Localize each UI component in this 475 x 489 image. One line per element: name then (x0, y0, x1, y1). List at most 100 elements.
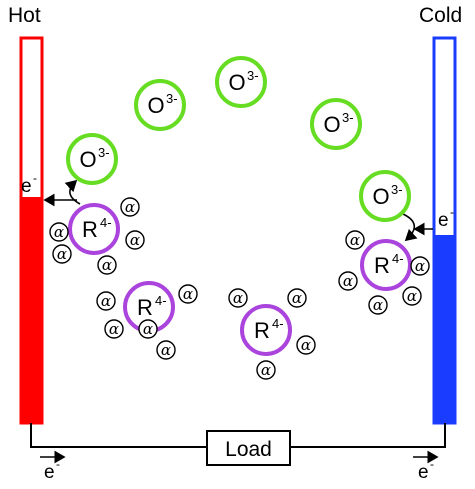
ligand-9: α (156, 340, 176, 360)
oxidized-ion-3: O 3- (215, 56, 267, 108)
ligand-9-symbol: α (161, 341, 171, 359)
electron-label-bottom-right: e - (418, 457, 434, 483)
svg-text:-: - (56, 457, 60, 471)
ligand-16-ring (338, 271, 358, 291)
hot-label: Hot (8, 4, 41, 27)
ligand-12-symbol: α (292, 289, 302, 307)
ligand-3-ring (49, 222, 69, 242)
oxidized-ion-3-charge: 3- (247, 68, 259, 83)
cold-electrode-fill (434, 235, 455, 423)
ligand-5-symbol: α (102, 256, 112, 274)
ligand-15-symbol: α (350, 231, 360, 249)
load-label: Load (225, 438, 272, 461)
ligand-5: α (97, 255, 117, 275)
ligand-18: α (402, 286, 422, 306)
oxidized-ion-2-symbol: O (147, 93, 164, 118)
hot-electrode-fill (21, 197, 42, 423)
ligand-17: α (368, 295, 388, 315)
reduced-ion-3: R 4- (240, 304, 292, 356)
ligand-1: α (120, 197, 140, 217)
electron-label-cold: e - (438, 205, 454, 231)
ligand-13: α (296, 335, 316, 355)
ligand-17-ring (368, 295, 388, 315)
oxidized-ion-5-ring (359, 170, 411, 222)
svg-text:-: - (430, 457, 434, 471)
ligand-6: α (96, 291, 116, 311)
reduced-ion-4-symbol: R (374, 253, 390, 278)
ligand-16-symbol: α (343, 272, 353, 290)
ligand-4: α (52, 244, 72, 264)
ligand-6-ring (96, 291, 116, 311)
cold-label: Cold (419, 4, 462, 27)
ligand-3-symbol: α (54, 223, 64, 241)
ligand-7: α (178, 284, 198, 304)
ligand-10-ring (138, 319, 158, 339)
oxidized-ion-3-symbol: O (228, 70, 245, 95)
hot-electrode (19, 36, 44, 425)
ligand-14: α (256, 360, 276, 380)
ligand-5-ring (97, 255, 117, 275)
ligand-2-ring (125, 230, 145, 250)
reduced-ion-4-ring (360, 239, 412, 291)
ligand-18-symbol: α (407, 287, 417, 305)
oxidation-arrow (64, 179, 81, 205)
ligand-11: α (228, 288, 248, 308)
ligand-14-symbol: α (261, 361, 271, 379)
svg-text:e: e (438, 210, 449, 231)
electron-label-bottom-left: e - (44, 457, 60, 483)
svg-text:e: e (418, 462, 429, 483)
ligand-8: α (104, 319, 124, 339)
ligand-16: α (338, 271, 358, 291)
reduced-ion-3-charge: 4- (272, 316, 284, 331)
reduced-ion-2-symbol: R (137, 295, 153, 320)
ligand-2-symbol: α (130, 231, 140, 249)
ligand-7-ring (178, 284, 198, 304)
load-resistor: Load (206, 430, 291, 466)
ligand-12: α (287, 288, 307, 308)
ligand-13-symbol: α (301, 336, 311, 354)
reduced-ion-1-ring (68, 203, 120, 255)
reduction-arrow (402, 213, 418, 242)
oxidized-ion-4-ring (310, 98, 362, 150)
reduced-ion-1: R 4- (68, 203, 120, 255)
ligand-7-symbol: α (183, 285, 193, 303)
ligand-1-ring (120, 197, 140, 217)
svg-text:-: - (33, 171, 37, 185)
ligand-15-ring (345, 230, 365, 250)
oxidized-ion-3-ring (215, 56, 267, 108)
ligand-4-ring (52, 244, 72, 264)
ligand-13-ring (296, 335, 316, 355)
reduced-ion-3-symbol: R (254, 318, 270, 343)
oxidized-ion-1-symbol: O (79, 147, 96, 172)
ligand-10: α (138, 319, 158, 339)
reduced-ion-1-symbol: R (82, 217, 98, 242)
ligand-11-ring (228, 288, 248, 308)
reduced-ion-3-ring (240, 304, 292, 356)
oxidized-ion-2-charge: 3- (166, 91, 178, 106)
ligand-17-symbol: α (373, 296, 383, 314)
ligand-1-symbol: α (125, 198, 135, 216)
ligand-19: α (410, 256, 430, 276)
ligand-9-ring (156, 340, 176, 360)
reduced-ion-2-charge: 4- (155, 293, 167, 308)
ligand-12-ring (287, 288, 307, 308)
ligand-10-symbol: α (143, 320, 153, 338)
oxidized-ion-5: O 3- (359, 170, 411, 222)
ligand-2: α (125, 230, 145, 250)
oxidized-ion-4: O 3- (310, 98, 362, 150)
oxidized-ion-1-charge: 3- (98, 145, 110, 160)
ligand-11-symbol: α (233, 289, 243, 307)
oxidized-ion-1: O 3- (66, 133, 118, 185)
ligand-3: α (49, 222, 69, 242)
oxidized-ion-2-ring (134, 79, 186, 131)
ligand-18-ring (402, 286, 422, 306)
ligand-4-symbol: α (57, 245, 67, 263)
svg-text:-: - (450, 205, 454, 219)
reduced-ion-4: R 4- (360, 239, 412, 291)
oxidized-ion-2: O 3- (134, 79, 186, 131)
oxidized-ion-4-symbol: O (323, 112, 340, 137)
svg-text:e: e (44, 462, 55, 483)
